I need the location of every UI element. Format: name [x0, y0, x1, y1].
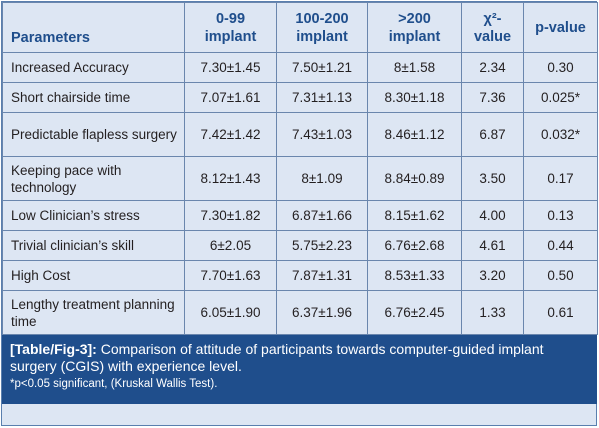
cell-over-200: 8±1.58 [367, 52, 462, 83]
cell-100-200: 6.37±1.96 [276, 290, 368, 335]
cell-100-200: 7.31±1.13 [276, 82, 368, 113]
row-parameter: Lengthy treatment planning time [2, 290, 185, 335]
cell-p-value: 0.032* [523, 112, 598, 157]
cell-over-200: 8.53±1.33 [367, 260, 462, 291]
table-row: Lengthy treatment planning time 6.05±1.9… [2, 290, 598, 335]
caption-label: [Table/Fig-3]: [10, 341, 97, 357]
header-chi-square-value: χ²-value [461, 2, 524, 53]
cell-100-200: 8±1.09 [276, 156, 368, 201]
row-parameter: High Cost [2, 260, 185, 291]
cell-0-99: 7.07±1.61 [184, 82, 277, 113]
table-row: Keeping pace with technology 8.12±1.43 8… [2, 156, 598, 201]
cell-0-99: 6±2.05 [184, 230, 277, 261]
header-row: Parameters 0-99 implant 100-200 implant … [2, 2, 598, 53]
row-parameter: Keeping pace with technology [2, 156, 185, 201]
table-row: Trivial clinician’s skill 6±2.05 5.75±2.… [2, 230, 598, 261]
cell-p-value: 0.025* [523, 82, 598, 113]
table-row: Short chairside time 7.07±1.61 7.31±1.13… [2, 82, 598, 113]
cell-over-200: 6.76±2.68 [367, 230, 462, 261]
cell-chi-square: 3.20 [461, 260, 524, 291]
cell-100-200: 6.87±1.66 [276, 200, 368, 231]
cell-100-200: 7.50±1.21 [276, 52, 368, 83]
header-parameters: Parameters [2, 2, 185, 53]
header-100-200-implant: 100-200 implant [276, 2, 368, 53]
row-parameter: Increased Accuracy [2, 52, 185, 83]
cell-over-200: 8.30±1.18 [367, 82, 462, 113]
cell-chi-square: 1.33 [461, 290, 524, 335]
cell-0-99: 8.12±1.43 [184, 156, 277, 201]
caption-text: [Table/Fig-3]: Comparison of attitude of… [10, 341, 589, 375]
cell-p-value: 0.50 [523, 260, 598, 291]
cell-100-200: 5.75±2.23 [276, 230, 368, 261]
cell-chi-square: 4.00 [461, 200, 524, 231]
header-p-value: p-value [523, 2, 598, 53]
cell-over-200: 8.84±0.89 [367, 156, 462, 201]
table-row: Low Clinician’s stress 7.30±1.82 6.87±1.… [2, 200, 598, 231]
table-row: High Cost 7.70±1.63 7.87±1.31 8.53±1.33 … [2, 260, 598, 291]
cell-over-200: 6.76±2.45 [367, 290, 462, 335]
header-0-99-implant: 0-99 implant [184, 2, 277, 53]
results-table: Parameters 0-99 implant 100-200 implant … [2, 2, 598, 335]
cell-chi-square: 6.87 [461, 112, 524, 157]
row-parameter: Predictable flapless surgery [2, 112, 185, 157]
cell-0-99: 7.42±1.42 [184, 112, 277, 157]
cell-0-99: 7.70±1.63 [184, 260, 277, 291]
cell-over-200: 8.46±1.12 [367, 112, 462, 157]
caption-description: Comparison of attitude of participants t… [10, 341, 544, 374]
cell-0-99: 6.05±1.90 [184, 290, 277, 335]
table-caption: [Table/Fig-3]: Comparison of attitude of… [2, 335, 597, 404]
cell-p-value: 0.61 [523, 290, 598, 335]
cell-chi-square: 7.36 [461, 82, 524, 113]
cell-p-value: 0.17 [523, 156, 598, 201]
row-parameter: Low Clinician’s stress [2, 200, 185, 231]
cell-over-200: 8.15±1.62 [367, 200, 462, 231]
cell-chi-square: 4.61 [461, 230, 524, 261]
cell-100-200: 7.87±1.31 [276, 260, 368, 291]
row-parameter: Short chairside time [2, 82, 185, 113]
cell-chi-square: 3.50 [461, 156, 524, 201]
cell-0-99: 7.30±1.45 [184, 52, 277, 83]
table-row: Increased Accuracy 7.30±1.45 7.50±1.21 8… [2, 52, 598, 83]
header-over-200-implant: >200 implant [367, 2, 462, 53]
cell-0-99: 7.30±1.82 [184, 200, 277, 231]
caption-footnote: *p<0.05 significant, (Kruskal Wallis Tes… [10, 378, 218, 390]
cell-p-value: 0.44 [523, 230, 598, 261]
cell-p-value: 0.30 [523, 52, 598, 83]
cell-chi-square: 2.34 [461, 52, 524, 83]
table-row: Predictable flapless surgery 7.42±1.42 7… [2, 112, 598, 157]
cell-100-200: 7.43±1.03 [276, 112, 368, 157]
row-parameter: Trivial clinician’s skill [2, 230, 185, 261]
cell-p-value: 0.13 [523, 200, 598, 231]
